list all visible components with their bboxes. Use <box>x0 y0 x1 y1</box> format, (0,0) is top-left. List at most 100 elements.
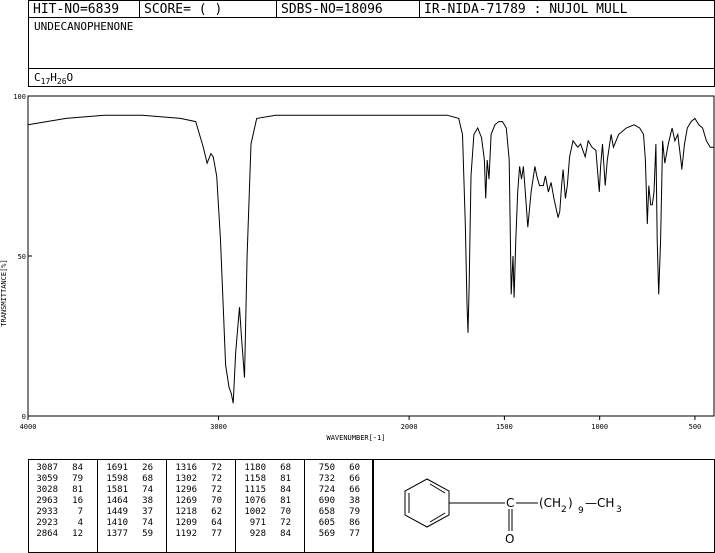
peak-wavenumber: 2933 <box>36 507 58 517</box>
peak-wavenumber: 1464 <box>106 496 128 506</box>
peak-column: 3087 84 3059 79 3028 81 2963 16 2933 7 2923 4 2864 12 <box>28 459 98 553</box>
peak-wavenumber: 1449 <box>106 507 128 517</box>
peak-transmittance: 74 <box>142 485 153 495</box>
terminal-methyl: —CH <box>585 496 614 510</box>
terminal-h-count: 3 <box>616 505 622 515</box>
peak-transmittance: 38 <box>142 496 153 506</box>
peak-row: 605 86 <box>305 518 373 529</box>
peak-row: 1296 72 <box>167 485 235 496</box>
peak-transmittance: 16 <box>72 496 83 506</box>
peak-wavenumber: 2923 <box>36 518 58 528</box>
peak-transmittance: 84 <box>72 463 83 473</box>
peak-row: 690 38 <box>305 496 373 507</box>
peak-transmittance: 81 <box>280 496 291 506</box>
y-axis-label: TRANSMITTANCE[%] <box>0 259 8 326</box>
peak-row: 1449 37 <box>98 507 166 518</box>
peak-transmittance: 66 <box>349 485 360 495</box>
peak-row: 732 66 <box>305 474 373 485</box>
peak-transmittance: 72 <box>211 463 222 473</box>
peak-wavenumber: 1115 <box>244 485 266 495</box>
peak-row: 1115 84 <box>236 485 304 496</box>
x-tick-label: 3000 <box>210 423 227 431</box>
peak-column: 750 60 732 66 724 66 690 38 658 79 605 86 569 77 <box>305 459 373 553</box>
peak-row: 1377 59 <box>98 529 166 540</box>
peak-row: 2864 12 <box>28 529 97 540</box>
peak-wavenumber: 1296 <box>175 485 197 495</box>
peak-transmittance: 26 <box>142 463 153 473</box>
peak-row: 1410 74 <box>98 518 166 529</box>
peak-wavenumber: 1410 <box>106 518 128 528</box>
chain-repeat-count: 9 <box>578 506 584 516</box>
peak-wavenumber: 3028 <box>36 485 58 495</box>
peak-wavenumber: 3087 <box>36 463 58 473</box>
peak-row: 1316 72 <box>167 463 235 474</box>
peak-transmittance: 81 <box>280 474 291 484</box>
x-tick-label: 1000 <box>591 423 608 431</box>
peak-column: 1316 72 1302 72 1296 72 1269 70 1218 62 1209 64 1192… <box>167 459 236 553</box>
peak-wavenumber: 3059 <box>36 474 58 484</box>
peak-row: 3028 81 <box>28 485 97 496</box>
peak-transmittance: 12 <box>72 529 83 539</box>
peak-transmittance: 72 <box>280 518 291 528</box>
peak-transmittance: 86 <box>349 518 360 528</box>
peak-transmittance: 68 <box>280 463 291 473</box>
peak-transmittance: 72 <box>211 485 222 495</box>
molecular-formula: C17H26O <box>34 71 73 86</box>
peak-transmittance: 72 <box>211 474 222 484</box>
peak-wavenumber: 605 <box>318 518 335 528</box>
peak-row: 1269 70 <box>167 496 235 507</box>
peak-wavenumber: 1691 <box>106 463 128 473</box>
formula-c: C <box>34 71 41 84</box>
peak-transmittance: 70 <box>211 496 222 506</box>
peak-wavenumber: 1209 <box>175 518 197 528</box>
peak-wavenumber: 1218 <box>175 507 197 517</box>
compound-name: UNDECANOPHENONE <box>34 20 134 33</box>
peak-transmittance: 81 <box>72 485 83 495</box>
peak-transmittance: 79 <box>349 507 360 517</box>
peak-transmittance: 7 <box>77 507 83 517</box>
peak-transmittance: 60 <box>349 463 360 473</box>
peak-row: 1192 77 <box>167 529 235 540</box>
chain-h-count: 2 <box>561 505 567 515</box>
x-axis-label: WAVENUMBER[-1] <box>326 434 385 442</box>
peak-row: 1218 62 <box>167 507 235 518</box>
peak-row: 1002 70 <box>236 507 304 518</box>
peak-row: 658 79 <box>305 507 373 518</box>
formula-c-count: 17 <box>40 77 51 87</box>
peak-wavenumber: 1316 <box>175 463 197 473</box>
benzene-ring <box>404 478 450 528</box>
peak-wavenumber: 971 <box>249 518 266 528</box>
y-tick-label: 0 <box>22 413 26 421</box>
peak-wavenumber: 2963 <box>36 496 58 506</box>
peak-wavenumber: 1076 <box>244 496 266 506</box>
peak-wavenumber: 1598 <box>106 474 128 484</box>
peak-wavenumber: 1002 <box>244 507 266 517</box>
peak-row: 1158 81 <box>236 474 304 485</box>
score: SCORE= ( ) <box>140 1 277 18</box>
peak-transmittance: 84 <box>280 485 291 495</box>
header-bar: HIT-NO=6839 SCORE= ( ) SDBS-NO=18096 IR-… <box>28 0 715 18</box>
peak-row: 971 72 <box>236 518 304 529</box>
peak-row: 1581 74 <box>98 485 166 496</box>
peak-wavenumber: 1180 <box>244 463 266 473</box>
carbonyl-oxygen: O <box>505 532 514 546</box>
formula-h-count: 26 <box>56 77 67 87</box>
chain-group: (CH <box>539 496 561 510</box>
peak-transmittance: 77 <box>349 529 360 539</box>
peak-row: 928 84 <box>236 529 304 540</box>
formula-divider <box>28 68 715 69</box>
ir-spectrum-chart: 0 50 100 4000 3000 2000 1500 1000 500 TRANSMITT… <box>0 93 715 442</box>
x-tick-label: 1500 <box>496 423 513 431</box>
peak-transmittance: 38 <box>349 496 360 506</box>
peak-column: 1691 26 1598 68 1581 74 1464 38 1449 37 1410 74 1377… <box>98 459 167 553</box>
peak-columns: 3087 84 3059 79 3028 81 2963 16 2933 7 2923 4 2864 12… <box>28 459 373 553</box>
plot-frame <box>27 95 715 417</box>
peak-row: 1598 68 <box>98 474 166 485</box>
chain-close: ) <box>568 496 573 510</box>
ir-nida-info: IR-NIDA-71789 : NUJOL MULL <box>424 2 628 17</box>
sdbs-number: SDBS-NO=18096 <box>277 1 420 18</box>
peak-column: 1180 68 1158 81 1115 84 1076 81 1002 70 971 72 928 84 <box>236 459 305 553</box>
peak-row: 1076 81 <box>236 496 304 507</box>
peak-transmittance: 68 <box>142 474 153 484</box>
carbonyl-carbon: C <box>506 496 514 510</box>
